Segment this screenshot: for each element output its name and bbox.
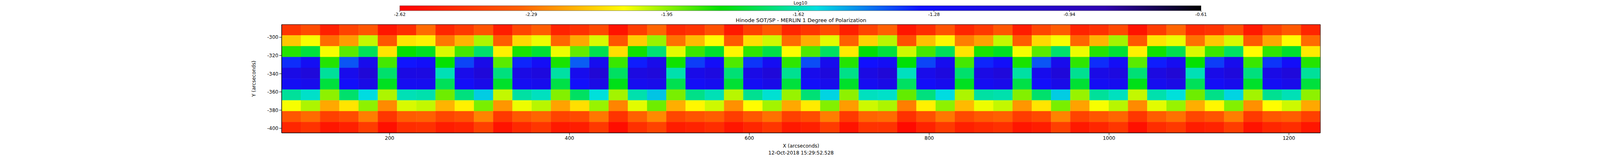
svg-text:Hinode SOT/SP - MERLIN 1 Degre: Hinode SOT/SP - MERLIN 1 Degree of Polar… <box>735 17 867 24</box>
svg-text:-300: -300 <box>267 34 279 41</box>
svg-text:800: 800 <box>924 135 935 142</box>
svg-text:-1.95: -1.95 <box>661 11 673 18</box>
svg-text:X (arcseconds): X (arcseconds) <box>782 143 820 149</box>
svg-text:-320: -320 <box>267 52 279 59</box>
svg-text:-340: -340 <box>267 71 279 77</box>
svg-text:1200: 1200 <box>1282 135 1296 142</box>
svg-text:Log10: Log10 <box>793 0 808 6</box>
svg-text:-0.61: -0.61 <box>1195 11 1207 18</box>
svg-text:-2.29: -2.29 <box>525 11 538 18</box>
svg-text:-400: -400 <box>267 125 279 132</box>
svg-text:1000: 1000 <box>1102 135 1116 142</box>
svg-text:-1.62: -1.62 <box>792 11 805 18</box>
svg-text:-380: -380 <box>267 107 279 114</box>
svg-text:-360: -360 <box>267 89 279 95</box>
svg-text:600: 600 <box>744 135 755 142</box>
svg-text:Y (arcseconds): Y (arcseconds) <box>250 60 257 97</box>
svg-text:12-Oct-2018 15:29:52.528: 12-Oct-2018 15:29:52.528 <box>768 150 834 156</box>
svg-text:-2.62: -2.62 <box>394 11 406 18</box>
svg-text:200: 200 <box>385 135 395 142</box>
svg-text:-1.28: -1.28 <box>927 11 940 18</box>
svg-text:-0.94: -0.94 <box>1063 11 1076 18</box>
svg-text:400: 400 <box>564 135 575 142</box>
